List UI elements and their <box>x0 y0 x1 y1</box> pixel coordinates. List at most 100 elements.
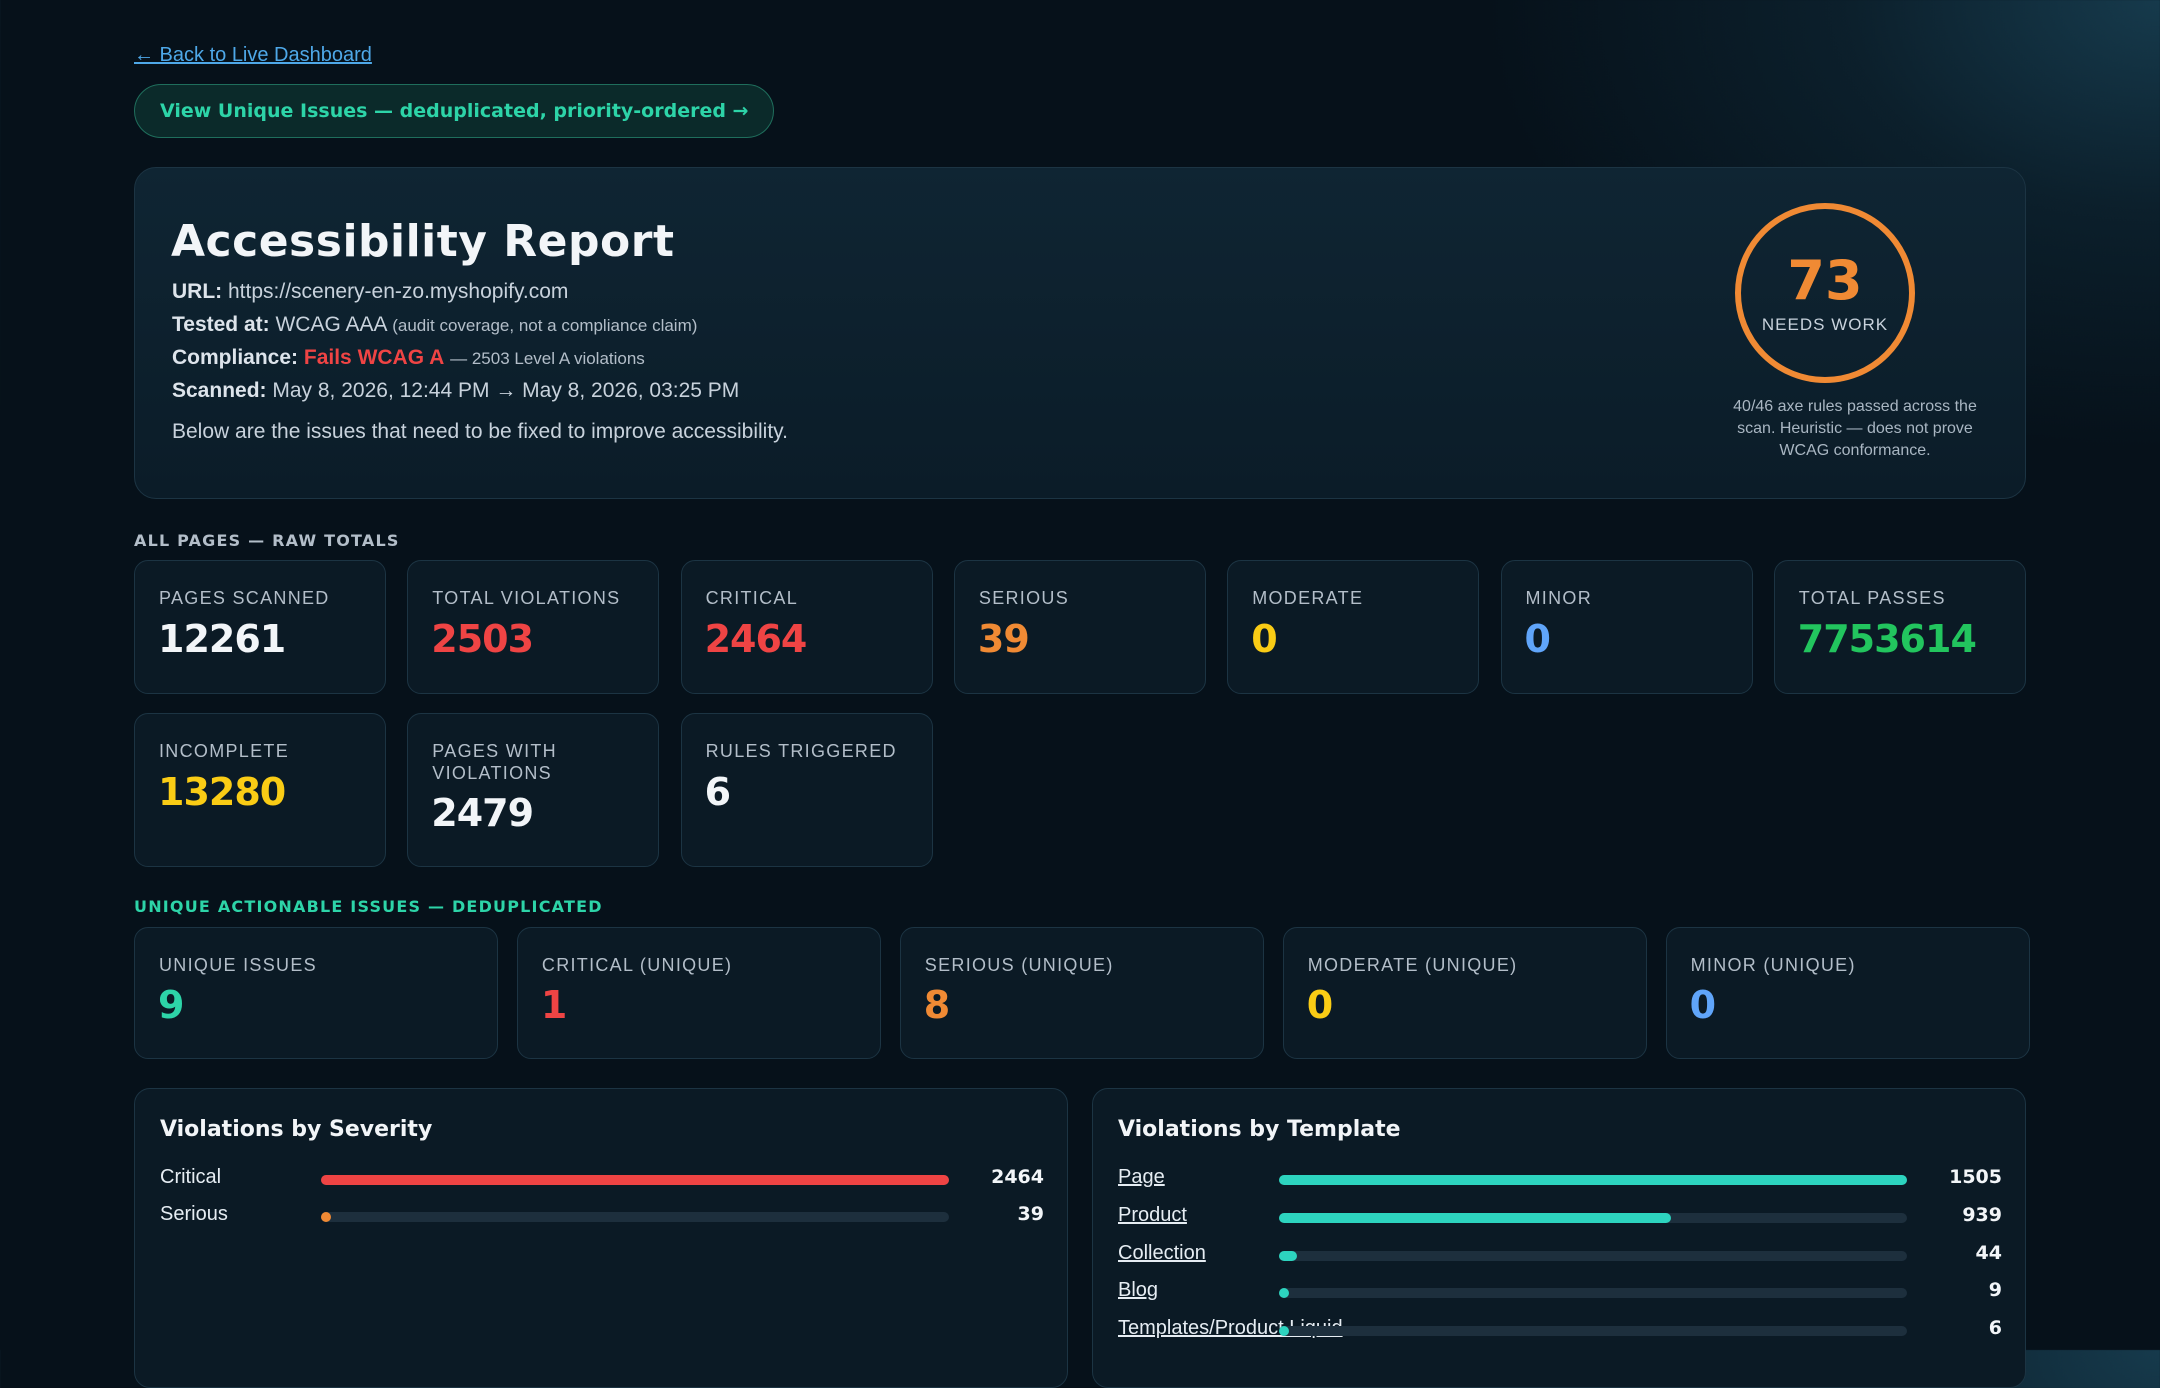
score-note: 40/46 axe rules passed across the scan. … <box>1733 398 1977 459</box>
stat-label: Moderate (Unique) <box>1307 955 1518 975</box>
stat-label: Moderate <box>1252 588 1364 608</box>
url-value: https://scenery-en-zo.myshopify.com <box>228 280 569 303</box>
stat-card-incomplete: Incomplete 13280 <box>134 713 386 867</box>
bar-row-page[interactable]: Page 1505 <box>1118 1164 2002 1194</box>
bar-fill <box>1279 1212 1671 1223</box>
stat-value: 2479 <box>431 791 534 835</box>
severity-panel: Violations by Severity Critical 2464 Serio… <box>134 1088 1068 1388</box>
stat-card-total-passes: Total Passes 7753614 <box>1773 560 2026 694</box>
stat-card-moderate: Moderate 0 <box>1227 560 1480 694</box>
stat-value: 9 <box>158 983 184 1027</box>
bar-row-product[interactable]: Product 939 <box>1118 1202 2002 1232</box>
tested-note: (audit coverage, not a compliance claim) <box>392 316 698 335</box>
bar-value: 6 <box>1988 1317 2002 1340</box>
unique-card-unique-issues: Unique Issues 9 <box>134 927 498 1059</box>
stat-label: Minor <box>1525 588 1592 608</box>
bar-track <box>1279 1250 1907 1261</box>
bar-fill <box>1279 1175 1907 1185</box>
compliance-label: Compliance: <box>172 346 299 369</box>
compliance-status: Fails WCAG A <box>303 346 445 369</box>
bar-track <box>1279 1212 1907 1223</box>
unique-card-minor-unique: Minor (Unique) 0 <box>1665 927 2030 1059</box>
scanned-value: May 8, 2026, 12:44 PM → May 8, 2026, 03:… <box>272 379 740 402</box>
bar-row-critical: Critical 2464 <box>160 1164 1044 1194</box>
compliance-line: Compliance: Fails WCAG A — 2503 Level A … <box>172 346 645 370</box>
stat-value: 7753614 <box>1797 617 1977 661</box>
bar-label: Serious <box>160 1203 228 1225</box>
bar-label[interactable]: Collection <box>1118 1241 1206 1264</box>
bar-track <box>1279 1326 1907 1337</box>
bar-label[interactable]: Blog <box>1118 1279 1159 1302</box>
bar-row-blog[interactable]: Blog 9 <box>1118 1277 2002 1307</box>
stat-card-critical: Critical 2464 <box>680 560 933 694</box>
bar-label[interactable]: Product <box>1118 1203 1187 1226</box>
bar-track <box>321 1212 949 1222</box>
stat-label: Minor (Unique) <box>1690 955 1856 975</box>
stat-value: 12261 <box>158 617 286 661</box>
stat-value: 2503 <box>431 617 534 661</box>
stat-value: 0 <box>1251 617 1277 661</box>
stat-label: Pages Scanned <box>159 588 330 608</box>
unique-card-serious-unique: Serious (Unique) 8 <box>899 927 1264 1059</box>
bar-value: 44 <box>1975 1241 2002 1264</box>
unique-card-critical-unique: Critical (Unique) 1 <box>516 927 881 1059</box>
scanned-line: Scanned: May 8, 2026, 12:44 PM → May 8, … <box>172 379 739 403</box>
stat-card-pages-with-violations: Pages with Violations 2479 <box>407 713 660 867</box>
bar-value: 39 <box>1017 1203 1044 1225</box>
template-panel: Violations by Template Page 1505 Product 93… <box>1092 1088 2026 1388</box>
bar-value: 1505 <box>1949 1166 2002 1188</box>
report-url-line: URL: https://scenery-en-zo.myshopify.com <box>172 280 568 304</box>
bar-track <box>321 1175 949 1185</box>
stat-value: 0 <box>1306 983 1333 1027</box>
bar-fill <box>321 1212 331 1222</box>
stat-card-rules-triggered: Rules Triggered 6 <box>680 713 933 867</box>
score-value: 73 <box>1787 249 1863 312</box>
bar-track <box>1279 1175 1907 1185</box>
bar-value: 9 <box>1988 1279 2002 1302</box>
stat-card-minor: Minor 0 <box>1500 560 1753 694</box>
stat-value: 2464 <box>704 617 808 661</box>
score-gauge: 73 NEEDS WORK <box>1735 203 1915 383</box>
stat-value: 1 <box>540 983 567 1027</box>
bar-label: Critical <box>160 1166 222 1188</box>
stat-value: 0 <box>1524 617 1551 661</box>
bar-track <box>1279 1288 1907 1299</box>
stat-label: Total Violations <box>432 588 621 608</box>
stat-card-total-violations: Total Violations 2503 <box>407 560 660 694</box>
stat-label: Rules Triggered <box>705 741 897 761</box>
unique-issues-heading: UNIQUE ACTIONABLE ISSUES — DEDUPLICATED <box>134 897 603 916</box>
stat-value: 8 <box>923 983 950 1027</box>
report-description: Below are the issues that need to be fix… <box>172 420 788 443</box>
url-label: URL: <box>172 280 223 303</box>
bar-label[interactable]: Page <box>1118 1166 1165 1188</box>
stat-value: 0 <box>1689 983 1716 1027</box>
bar-fill <box>1279 1250 1298 1261</box>
back-to-dashboard-link[interactable]: ← Back to Live Dashboard <box>134 44 372 66</box>
tested-at-line: Tested at: WCAG AAA (audit coverage, not… <box>172 313 697 337</box>
tested-label: Tested at: <box>172 313 270 336</box>
stat-label: Unique Issues <box>159 955 317 975</box>
stat-value: 39 <box>977 617 1030 661</box>
page-title: Accessibility Report <box>171 216 675 267</box>
tested-value: WCAG AAA <box>275 313 387 336</box>
bar-fill <box>1279 1326 1289 1337</box>
report-summary-card: Accessibility Report URL: https://scener… <box>134 167 2026 499</box>
scanned-label: Scanned: <box>172 379 267 402</box>
raw-totals-heading: ALL PAGES — RAW TOTALS <box>134 531 400 550</box>
bar-row-templates-product-liquid[interactable]: Templates/Product.Liquid 6 <box>1118 1315 2002 1345</box>
bar-row-collection[interactable]: Collection 44 <box>1118 1240 2002 1270</box>
unique-card-moderate-unique: Moderate (Unique) 0 <box>1282 927 1647 1059</box>
stat-label: Total Passes <box>1798 588 1946 608</box>
bar-value: 2464 <box>991 1166 1044 1188</box>
stat-label: Critical <box>705 588 799 608</box>
severity-panel-title: Violations by Severity <box>160 1117 433 1142</box>
stat-label: Serious (Unique) <box>924 955 1114 975</box>
bar-value: 939 <box>1962 1203 2002 1226</box>
bar-fill <box>321 1175 949 1185</box>
score-status: NEEDS WORK <box>1761 315 1889 334</box>
view-unique-issues-button[interactable]: View Unique Issues — deduplicated, prior… <box>134 84 775 138</box>
template-panel-title: Violations by Template <box>1118 1117 1401 1142</box>
bar-fill <box>1279 1288 1289 1299</box>
stat-card-serious: Serious 39 <box>953 560 1206 694</box>
stat-label: Pages with Violations <box>432 741 557 783</box>
